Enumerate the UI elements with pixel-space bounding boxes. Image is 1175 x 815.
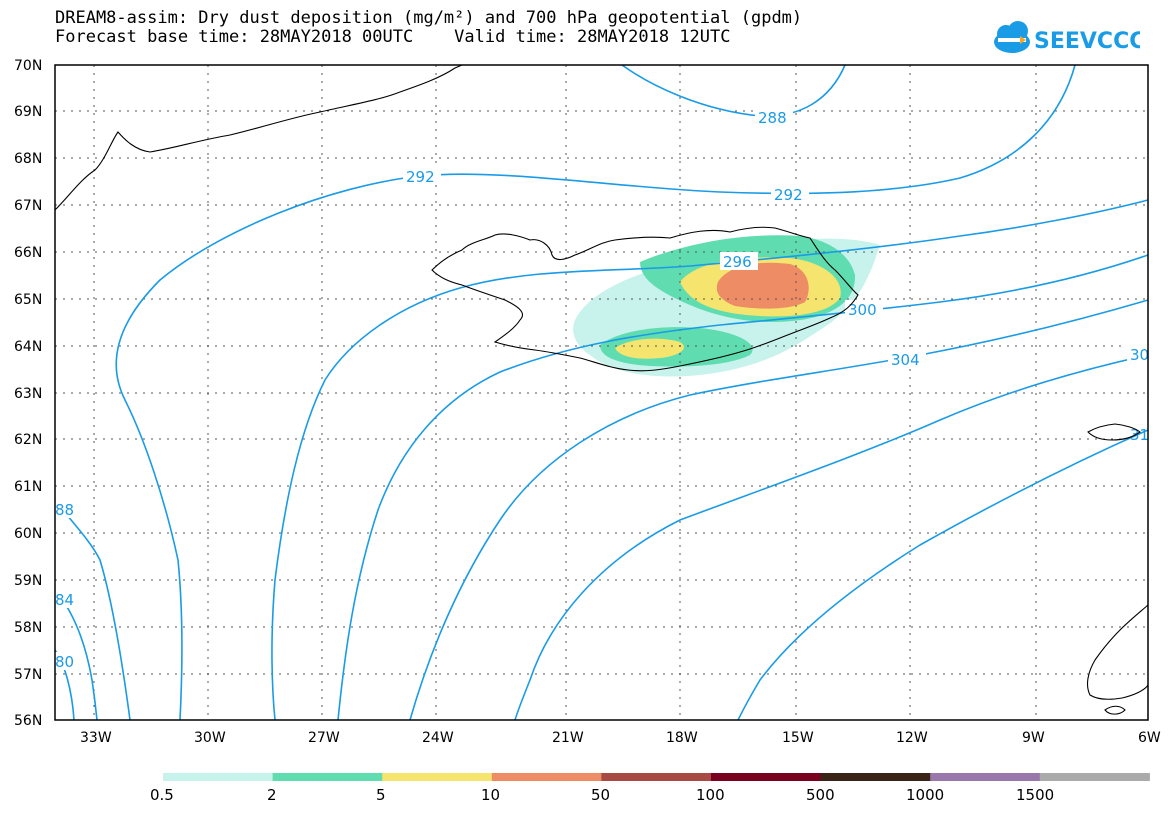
legend-label: 5 [376, 786, 386, 804]
legend-colorbar [163, 773, 1150, 781]
lat-label: 67N [14, 198, 42, 214]
legend-label: 10 [481, 786, 500, 804]
legend-label: 50 [591, 786, 610, 804]
seevccc-logo: SEEVCCC [994, 21, 1140, 54]
contour-label-292-east: 292 [774, 186, 803, 204]
legend-labels: 0.5 2 5 10 50 100 500 1000 1500 [150, 786, 1054, 804]
contour-label-88-edge: 88 [55, 501, 74, 519]
lon-label: 21W [552, 730, 584, 746]
lat-label: 70N [14, 58, 42, 74]
legend-swatch [1039, 773, 1150, 781]
legend-swatch [491, 773, 602, 781]
lat-label: 68N [14, 151, 42, 167]
coastlines [54, 64, 1149, 715]
contour-labels: 288 292 292 296 300 304 30 88 84 80 31 [55, 108, 1149, 671]
contour-label-31-edge: 31 [1130, 426, 1149, 444]
lon-label: 33W [80, 730, 112, 746]
dust-area-10 [716, 262, 809, 309]
dust-deposition-shading [573, 235, 880, 377]
faroe-coast [1087, 423, 1141, 441]
legend-label: 2 [267, 786, 277, 804]
lon-label: 15W [782, 730, 814, 746]
lat-label: 63N [14, 386, 42, 402]
logo-text: SEEVCCC [1034, 29, 1140, 54]
legend-swatch [711, 773, 822, 781]
map-frame [54, 64, 1149, 721]
contour-label-84-edge: 84 [55, 591, 74, 609]
lat-label: 66N [14, 245, 42, 261]
legend-label: 1000 [906, 786, 944, 804]
legend-swatch [163, 773, 274, 781]
contour-label-300: 300 [848, 301, 877, 319]
scotland-islands [1104, 705, 1126, 715]
lat-label: 69N [14, 104, 42, 120]
contour-label-30-edge: 30 [1130, 346, 1149, 364]
scotland-coast [1086, 604, 1149, 700]
lon-label: 24W [422, 730, 454, 746]
lat-label: 64N [14, 339, 42, 355]
legend-swatch [820, 773, 931, 781]
lon-label: 9W [1022, 730, 1045, 746]
lat-label: 56N [14, 713, 42, 729]
latitude-axis: 70N 69N 68N 67N 66N 65N 64N 63N 62N 61N … [14, 58, 42, 729]
contour-label-296: 296 [723, 253, 752, 271]
lat-label: 65N [14, 292, 42, 308]
lat-label: 62N [14, 432, 42, 448]
legend-label: 0.5 [150, 786, 174, 804]
lon-label: 27W [308, 730, 340, 746]
contour-label-80-edge: 80 [55, 653, 74, 671]
legend-label: 500 [806, 786, 835, 804]
legend-swatch [930, 773, 1041, 781]
legend-swatch [272, 773, 383, 781]
lat-label: 57N [14, 667, 42, 683]
contour-label-304: 304 [891, 351, 920, 369]
map-subtitle-times: Forecast base time: 28MAY2018 00UTC Vali… [55, 27, 731, 47]
legend-swatch [601, 773, 712, 781]
dust-area-5-south [615, 338, 684, 359]
lat-label: 58N [14, 620, 42, 636]
lon-label: 18W [666, 730, 698, 746]
longitude-axis: 33W 30W 27W 24W 21W 18W 15W 12W 9W 6W [80, 730, 1161, 746]
lon-label: 12W [896, 730, 928, 746]
iceland-coast [431, 226, 859, 372]
greenland-coast [54, 64, 463, 211]
map-title: DREAM8-assim: Dry dust deposition (mg/m²… [55, 8, 803, 28]
contour-label-288: 288 [758, 109, 787, 127]
graticule [55, 65, 1148, 720]
cloud-icon [994, 21, 1030, 53]
lon-label: 30W [194, 730, 226, 746]
geopotential-contours [54, 64, 1149, 721]
lat-label: 60N [14, 526, 42, 542]
legend-label: 1500 [1016, 786, 1054, 804]
lon-label: 6W [1138, 730, 1161, 746]
legend-swatch [382, 773, 493, 781]
lat-label: 59N [14, 573, 42, 589]
contour-label-292-west: 292 [406, 168, 435, 186]
lat-label: 61N [14, 479, 42, 495]
legend-label: 100 [696, 786, 725, 804]
